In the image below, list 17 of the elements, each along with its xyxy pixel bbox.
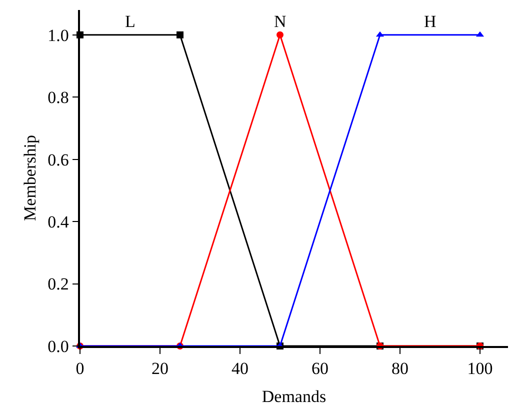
x-tick-label: 80 <box>392 359 408 378</box>
x-tick-label: 0 <box>76 359 84 378</box>
x-tick-label: 20 <box>152 359 168 378</box>
y-tick-label: 0.2 <box>48 274 69 294</box>
y-tick-label: 0.0 <box>48 336 69 356</box>
series-label: L <box>125 12 136 31</box>
x-tick-label: 100 <box>467 359 493 378</box>
y-axis-title: Membership <box>20 135 40 221</box>
y-tick-label: 0.4 <box>48 212 70 232</box>
series-label: H <box>424 12 436 31</box>
x-axis-title: Demands <box>262 387 326 406</box>
x-tick-label: 40 <box>232 359 248 378</box>
y-tick-label: 0.6 <box>48 150 69 170</box>
y-tick-label: 1.0 <box>48 26 69 45</box>
y-tick-label: 0.8 <box>48 88 69 108</box>
x-tick-label: 60 <box>312 359 328 378</box>
series-label: N <box>274 12 286 31</box>
